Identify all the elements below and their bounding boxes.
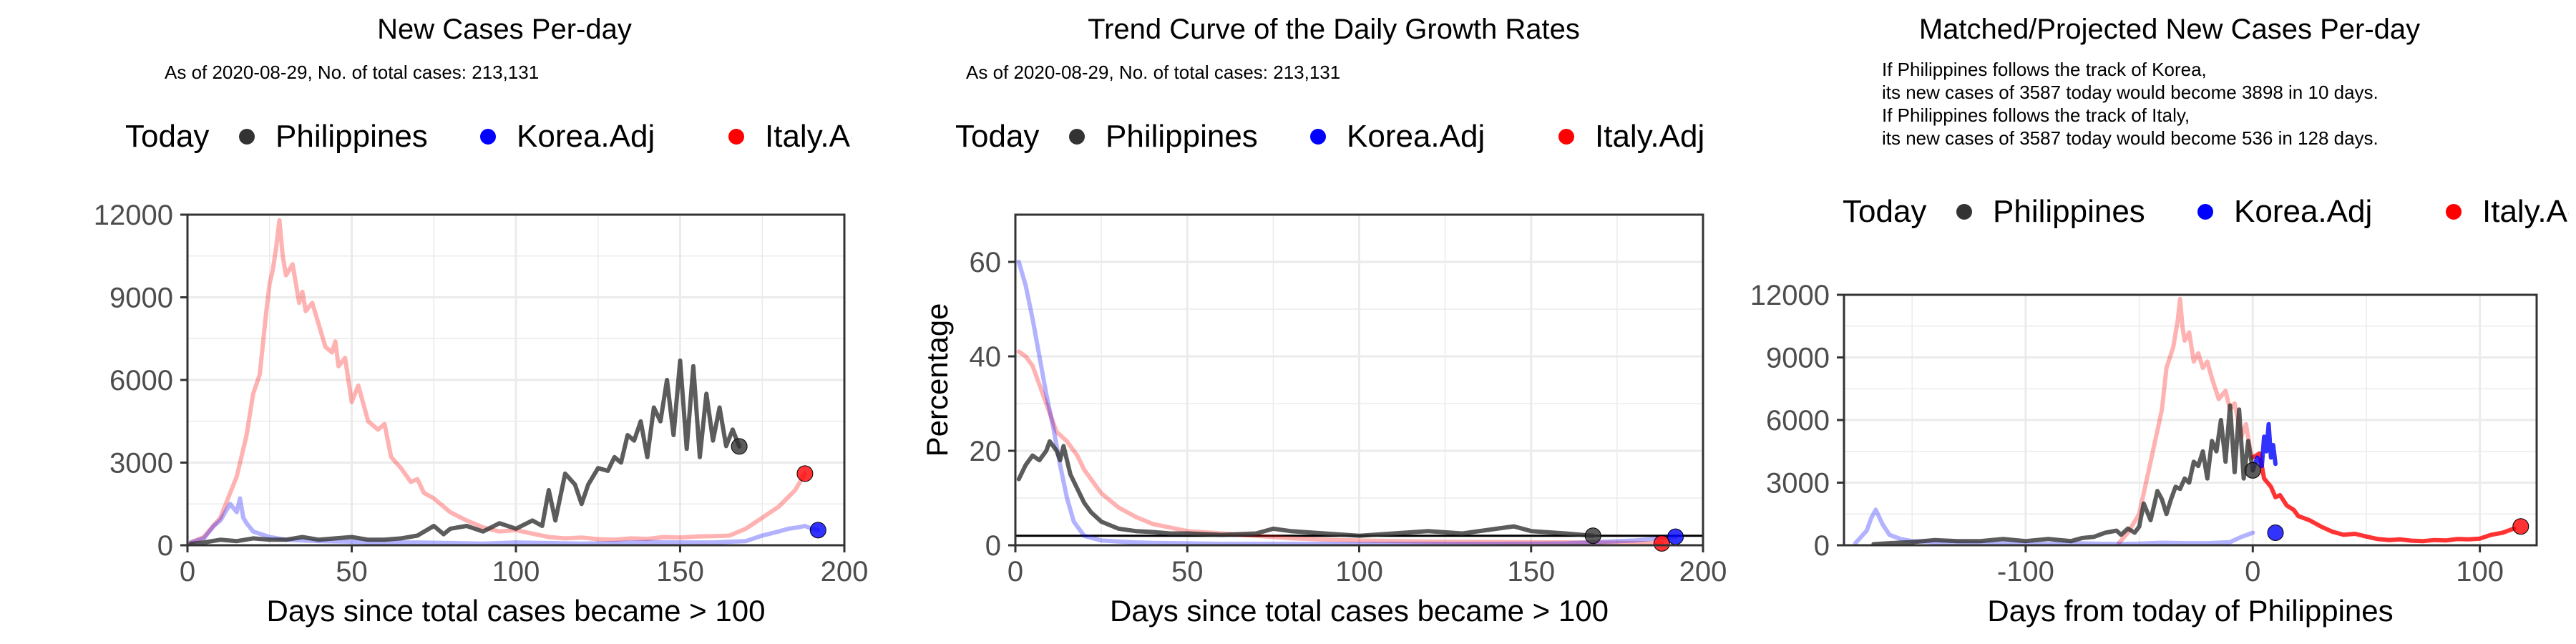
x-tick-label: 150 xyxy=(1507,556,1555,587)
y-tick-label: 0 xyxy=(157,530,173,562)
series-line-italy xyxy=(2117,296,2255,545)
today-point-korea xyxy=(1667,528,1684,545)
y-tick-label: 6000 xyxy=(1766,405,1830,436)
y-tick-label: 0 xyxy=(1814,530,1830,562)
legend-label-korea: Korea.Adj xyxy=(1347,119,1485,154)
today-point-korea xyxy=(809,522,826,539)
today-point-philippines xyxy=(2244,462,2261,479)
series-line-italy-projected xyxy=(2250,451,2517,544)
chart-subtitle: As of 2020-08-29, No. of total cases: 21… xyxy=(966,62,1340,83)
x-tick-label: 0 xyxy=(2245,556,2260,587)
legend-label-korea: Korea.Adj xyxy=(517,119,655,154)
legend: Today Philippines Korea.Adj Italy.Adj xyxy=(955,119,1704,154)
today-point-philippines xyxy=(731,438,748,455)
chart-title: New Cases Per-day xyxy=(377,14,632,45)
legend-key-italy xyxy=(2446,204,2462,220)
today-point-italy xyxy=(1653,535,1670,552)
x-tick-label: 100 xyxy=(2456,556,2504,587)
legend-key-philippines xyxy=(1956,204,1972,220)
legend-label-philippines: Philippines xyxy=(275,119,428,154)
y-tick-label: 6000 xyxy=(109,365,173,396)
legend-key-korea xyxy=(1310,129,1326,145)
today-point-italy xyxy=(796,465,814,482)
series-line-philippines xyxy=(1016,439,1596,538)
x-axis-label: Days from today of Philippines xyxy=(1987,594,2393,628)
today-point-italy xyxy=(2512,518,2529,535)
legend-title: Today xyxy=(125,119,209,154)
series-line-korea xyxy=(188,496,821,545)
legend-title: Today xyxy=(1843,194,1926,229)
series-line-philippines xyxy=(1871,403,2255,545)
series-line-korea xyxy=(1016,260,1678,545)
y-tick-label: 20 xyxy=(970,436,1002,467)
x-axis-label: Days since total cases became > 100 xyxy=(267,594,766,628)
y-tick-label: 12000 xyxy=(1750,280,1830,311)
chart-subtitle: As of 2020-08-29, No. of total cases: 21… xyxy=(165,62,539,83)
y-tick-label: 9000 xyxy=(1766,343,1830,374)
x-tick-label: 200 xyxy=(821,556,869,587)
series-line-philippines xyxy=(188,358,742,545)
x-tick-label: 150 xyxy=(656,556,704,587)
series-line-italy xyxy=(188,218,807,545)
legend-key-italy xyxy=(728,129,744,145)
y-axis-label: Percentage xyxy=(920,303,954,457)
chart-title: Matched/Projected New Cases Per-day xyxy=(1919,14,2420,45)
x-tick-label: -100 xyxy=(1997,556,2054,587)
today-point-korea xyxy=(2267,525,2284,541)
y-tick-label: 9000 xyxy=(109,283,173,314)
annotation-line: If Philippines follows the track of Ital… xyxy=(1882,104,2190,126)
legend: Today Philippines Korea.Adj Italy.Adj xyxy=(1843,194,2576,229)
series-line-korea-projected xyxy=(2250,421,2278,473)
legend-label-philippines: Philippines xyxy=(1106,119,1258,154)
legend-label-philippines: Philippines xyxy=(1993,194,2145,229)
legend-label-italy: Italy.Adj xyxy=(1595,119,1704,154)
annotation-line: its new cases of 3587 today would become… xyxy=(1882,82,2379,103)
today-point-philippines xyxy=(1584,527,1601,545)
legend-label-italy: Italy.Adj xyxy=(765,119,874,154)
y-tick-label: 3000 xyxy=(1766,468,1830,499)
x-axis-label: Days since total cases became > 100 xyxy=(1110,594,1609,628)
x-tick-label: 0 xyxy=(180,556,195,587)
x-tick-label: 50 xyxy=(336,556,368,587)
legend-key-italy xyxy=(1558,129,1574,145)
legend-label-korea: Korea.Adj xyxy=(2234,194,2372,229)
x-tick-label: 50 xyxy=(1171,556,1204,587)
legend: Today Philippines Korea.Adj Italy.Adj xyxy=(125,119,874,154)
y-tick-label: 0 xyxy=(985,530,1001,562)
x-tick-label: 0 xyxy=(1008,556,1023,587)
data-layer xyxy=(1853,296,2517,545)
legend-label-italy: Italy.Adj xyxy=(2482,194,2576,229)
series-line-italy xyxy=(1016,349,1664,545)
legend-title: Today xyxy=(955,119,1039,154)
data-layer xyxy=(188,218,821,545)
panel-growth-rates: Trend Curve of the Daily Growth Rates As … xyxy=(920,14,1727,628)
annotation-line: its new cases of 3587 today would become… xyxy=(1882,127,2379,149)
legend-key-philippines xyxy=(1069,129,1085,145)
grid xyxy=(1014,215,1704,547)
y-tick-label: 3000 xyxy=(109,448,173,479)
y-tick-label: 60 xyxy=(970,247,1002,278)
x-tick-label: 100 xyxy=(492,556,540,587)
panel-new-cases: New Cases Per-day As of 2020-08-29, No. o… xyxy=(94,14,874,628)
y-tick-label: 40 xyxy=(970,341,1002,373)
panel-projected-cases: Matched/Projected New Cases Per-day If Ph… xyxy=(1750,14,2576,628)
x-tick-label: 200 xyxy=(1679,556,1727,587)
x-tick-label: 100 xyxy=(1335,556,1383,587)
annotation-line: If Philippines follows the track of Kore… xyxy=(1882,59,2207,80)
series-line-korea xyxy=(1853,507,2255,545)
chart-title: Trend Curve of the Daily Growth Rates xyxy=(1088,14,1580,45)
legend-key-korea xyxy=(480,129,496,145)
legend-key-korea xyxy=(2197,204,2213,220)
legend-key-philippines xyxy=(239,129,255,145)
y-tick-label: 12000 xyxy=(94,200,173,231)
